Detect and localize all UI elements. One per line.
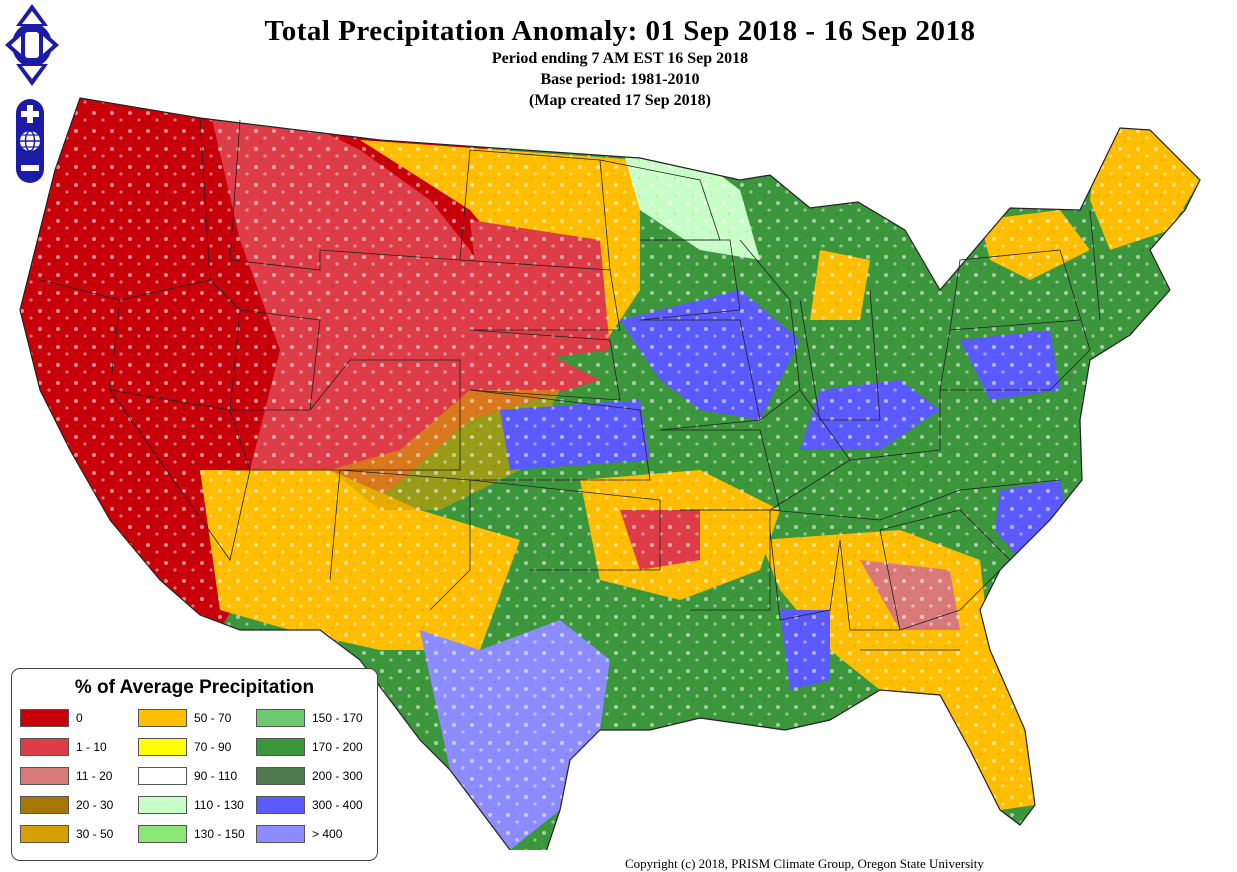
legend-item: 110 - 130 bbox=[138, 796, 250, 816]
legend-label: 70 - 90 bbox=[194, 740, 232, 754]
legend-item: 90 - 110 bbox=[138, 767, 250, 787]
legend-panel: % of Average Precipitation 0 1 - 10 11 - 2… bbox=[11, 668, 378, 861]
legend-label: 110 - 130 bbox=[194, 798, 244, 812]
legend-item: 130 - 150 bbox=[138, 825, 250, 845]
legend-swatch bbox=[138, 738, 187, 756]
legend-swatch bbox=[256, 825, 305, 843]
legend-swatch bbox=[256, 709, 305, 727]
legend-label: 0 bbox=[76, 711, 83, 725]
created-line: (Map created 17 Sep 2018) bbox=[529, 92, 711, 109]
legend-label: 170 - 200 bbox=[312, 740, 363, 754]
legend-item: 50 - 70 bbox=[138, 709, 250, 729]
legend-swatch bbox=[256, 796, 305, 814]
legend-item: 200 - 300 bbox=[256, 767, 368, 787]
legend-label: 300 - 400 bbox=[312, 798, 363, 812]
legend-title: % of Average Precipitation bbox=[74, 677, 315, 698]
anomaly-fill bbox=[20, 98, 1200, 850]
legend-item: > 400 bbox=[256, 825, 368, 845]
legend-item: 70 - 90 bbox=[138, 738, 250, 758]
map-title-block: Total Precipitation Anomaly: 01 Sep 2018… bbox=[150, 14, 1090, 111]
map-title: Total Precipitation Anomaly: 01 Sep 2018… bbox=[264, 15, 976, 47]
legend-label: 11 - 20 bbox=[76, 769, 113, 783]
zoom-out-icon[interactable] bbox=[21, 165, 39, 171]
legend-label: 90 - 110 bbox=[194, 769, 238, 783]
legend-label: 50 - 70 bbox=[194, 711, 232, 725]
legend-label: 30 - 50 bbox=[76, 827, 114, 841]
legend-label: 200 - 300 bbox=[312, 769, 363, 783]
legend-swatch bbox=[138, 767, 187, 785]
copyright-text: Copyright (c) 2018, PRISM Climate Group,… bbox=[625, 856, 984, 871]
legend-swatch bbox=[138, 825, 187, 843]
legend-swatch bbox=[138, 709, 187, 727]
zoom-in-icon[interactable] bbox=[21, 105, 39, 123]
legend-item: 150 - 170 bbox=[256, 709, 368, 729]
legend-item: 300 - 400 bbox=[256, 796, 368, 816]
legend-swatch bbox=[20, 825, 69, 843]
legend-swatch bbox=[20, 767, 69, 785]
precipitation-map bbox=[19, 97, 1201, 850]
legend-swatch bbox=[138, 796, 187, 814]
legend-item: 20 - 30 bbox=[20, 796, 132, 816]
legend-item: 170 - 200 bbox=[256, 738, 368, 758]
legend-item: 0 bbox=[20, 709, 132, 729]
legend-label: 1 - 10 bbox=[76, 740, 107, 754]
legend-item: 30 - 50 bbox=[20, 825, 132, 845]
state-borders bbox=[39, 117, 1101, 651]
legend-label: 150 - 170 bbox=[312, 711, 363, 725]
legend-swatch bbox=[20, 738, 69, 756]
legend-label: > 400 bbox=[312, 827, 343, 841]
legend-label: 20 - 30 bbox=[76, 798, 114, 812]
legend-swatch bbox=[20, 709, 69, 727]
period-line: Period ending 7 AM EST 16 Sep 2018 bbox=[491, 50, 749, 67]
legend-item: 11 - 20 bbox=[20, 767, 132, 787]
legend-item: 1 - 10 bbox=[20, 738, 132, 758]
legend-swatch bbox=[256, 767, 305, 785]
base-period-line: Base period: 1981-2010 bbox=[540, 71, 700, 88]
legend-label: 130 - 150 bbox=[194, 827, 245, 841]
legend-swatch bbox=[256, 738, 305, 756]
zoom-control bbox=[15, 98, 45, 184]
globe-icon bbox=[20, 130, 40, 152]
legend-swatch bbox=[20, 796, 69, 814]
pan-arrows-icon[interactable] bbox=[4, 2, 60, 88]
